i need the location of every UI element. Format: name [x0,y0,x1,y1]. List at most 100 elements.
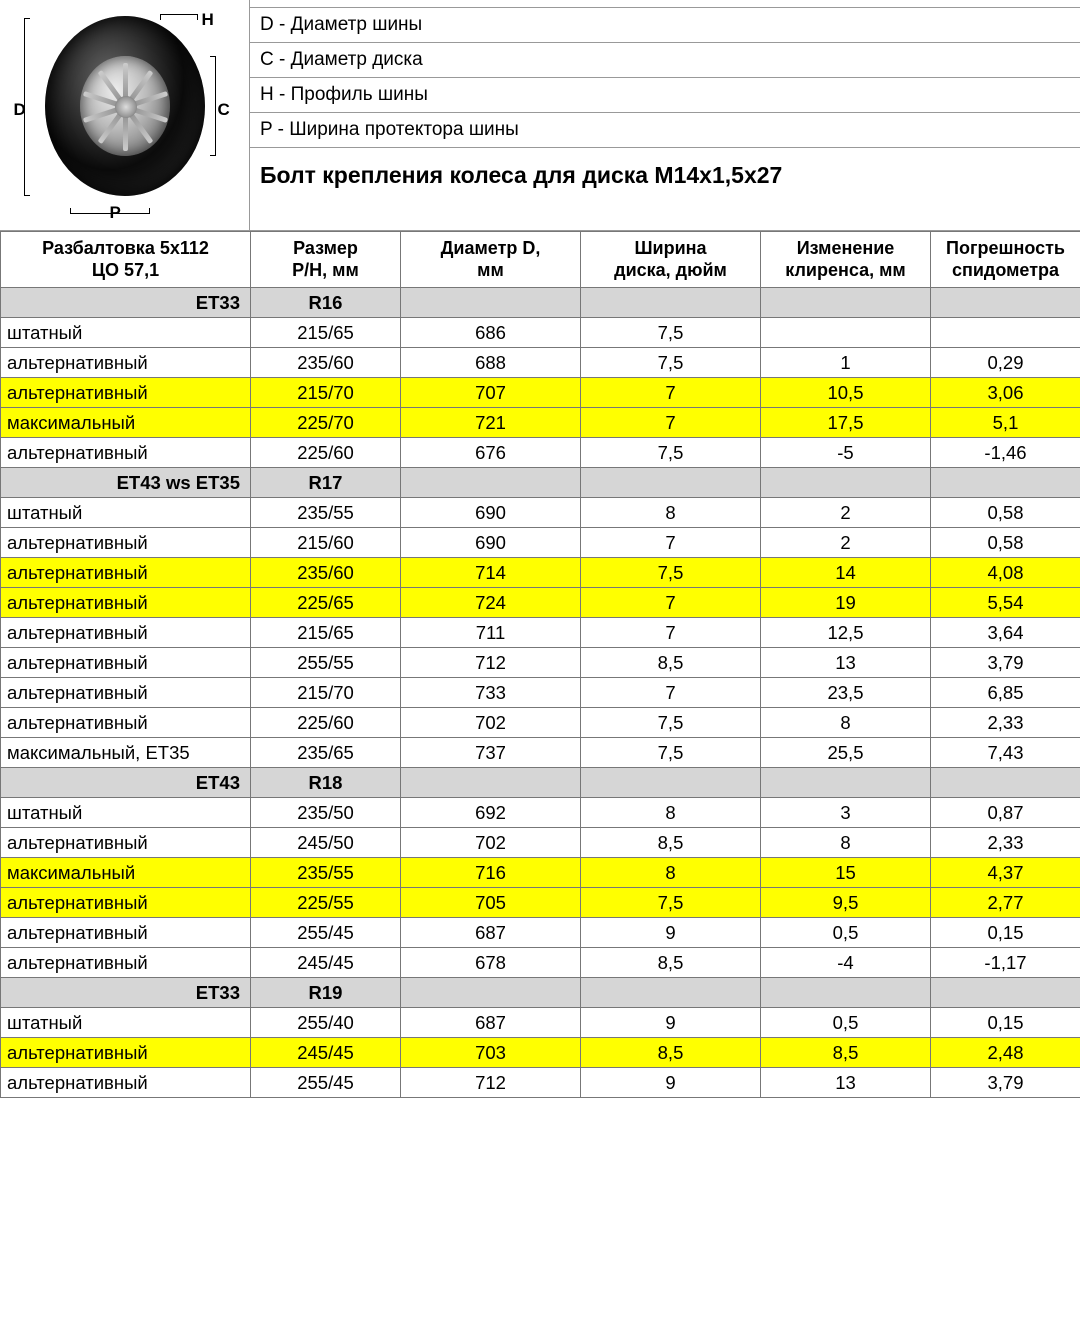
legend-area: D - Диаметр шины C - Диаметр диска H - П… [250,0,1080,230]
cell-clear: 13 [761,648,931,678]
cell-name: альтернативный [1,1068,251,1098]
cell-clear: 23,5 [761,678,931,708]
cell-name: альтернативный [1,378,251,408]
table-row: альтернативный255/457129133,79 [1,1068,1080,1098]
cell-clear: 9,5 [761,888,931,918]
cell-diam: 721 [401,408,581,438]
header-name-l2: ЦО 57,1 [5,260,246,282]
cell-size: 225/60 [251,708,401,738]
table-row: штатный235/50692830,87 [1,798,1080,828]
table-row: альтернативный215/70707710,53,06 [1,378,1080,408]
cell-diam: 712 [401,1068,581,1098]
cell-clear: 8,5 [761,1038,931,1068]
section-empty [581,978,761,1008]
cell-width: 8 [581,858,761,888]
section-empty [581,288,761,318]
cell-speed: 2,33 [931,828,1080,858]
section-empty [931,288,1080,318]
cell-diam: 687 [401,1008,581,1038]
cell-size: 255/45 [251,1068,401,1098]
header-width-l2: диска, дюйм [585,260,756,282]
cell-clear: 25,5 [761,738,931,768]
cell-size: 225/70 [251,408,401,438]
section-empty [401,768,581,798]
header-size-l1: Размер [255,238,396,260]
section-empty [401,978,581,1008]
table-row: максимальный235/557168154,37 [1,858,1080,888]
cell-size: 255/45 [251,918,401,948]
table-row: альтернативный245/507028,582,33 [1,828,1080,858]
header-clear: Изменение клиренса, мм [761,232,931,288]
cell-speed: -1,17 [931,948,1080,978]
header-width: Ширина диска, дюйм [581,232,761,288]
cell-name: альтернативный [1,888,251,918]
cell-width: 8,5 [581,648,761,678]
dim-label-d: D [14,100,26,120]
cell-diam: 688 [401,348,581,378]
cell-clear: 0,5 [761,1008,931,1038]
cell-speed: 3,79 [931,1068,1080,1098]
table-header: Разбалтовка 5x112 ЦО 57,1 Размер P/H, мм… [1,232,1080,288]
section-empty [401,468,581,498]
table-row: альтернативный215/60690720,58 [1,528,1080,558]
table-row: альтернативный215/65711712,53,64 [1,618,1080,648]
cell-diam: 678 [401,948,581,978]
section-header-row: ET33R19 [1,978,1080,1008]
cell-clear: 19 [761,588,931,618]
cell-speed: 5,1 [931,408,1080,438]
cell-clear: 15 [761,858,931,888]
tire-size-table: Разбалтовка 5x112 ЦО 57,1 Размер P/H, мм… [0,231,1080,1098]
cell-size: 235/65 [251,738,401,768]
cell-clear: 0,5 [761,918,931,948]
cell-clear: -5 [761,438,931,468]
cell-diam: 676 [401,438,581,468]
cell-speed: 3,64 [931,618,1080,648]
cell-name: штатный [1,498,251,528]
cell-diam: 724 [401,588,581,618]
section-rim: R18 [251,768,401,798]
table-body: ET33R16штатный215/656867,5альтернативный… [1,288,1080,1098]
cell-name: альтернативный [1,348,251,378]
cell-clear: 12,5 [761,618,931,648]
cell-diam: 733 [401,678,581,708]
section-et: ET33 [1,978,251,1008]
cell-width: 7,5 [581,888,761,918]
cell-speed: 6,85 [931,678,1080,708]
cell-speed: 2,33 [931,708,1080,738]
header-size: Размер P/H, мм [251,232,401,288]
cell-name: альтернативный [1,1038,251,1068]
section-empty [581,768,761,798]
cell-width: 8,5 [581,828,761,858]
section-empty [761,768,931,798]
header-name: Разбалтовка 5x112 ЦО 57,1 [1,232,251,288]
section-rim: R19 [251,978,401,1008]
cell-size: 235/55 [251,498,401,528]
cell-size: 215/65 [251,618,401,648]
cell-clear: 8 [761,828,931,858]
cell-clear: 10,5 [761,378,931,408]
tire-diagram-box: D H C P [0,0,250,230]
header-name-l1: Разбалтовка 5x112 [5,238,246,260]
cell-speed: 3,79 [931,648,1080,678]
cell-size: 235/60 [251,558,401,588]
section-empty [931,768,1080,798]
cell-width: 9 [581,1068,761,1098]
cell-speed: 4,37 [931,858,1080,888]
section-et: ET43 ws ET35 [1,468,251,498]
cell-speed: 2,48 [931,1038,1080,1068]
cell-width: 7 [581,408,761,438]
cell-diam: 707 [401,378,581,408]
section-empty [581,468,761,498]
cell-width: 7,5 [581,558,761,588]
cell-name: альтернативный [1,948,251,978]
cell-speed: 4,08 [931,558,1080,588]
cell-speed: 0,29 [931,348,1080,378]
table-row: альтернативный235/607147,5144,08 [1,558,1080,588]
cell-width: 7,5 [581,438,761,468]
top-section: D H C P D - Диаметр шины C - Диаметр дис… [0,0,1080,231]
cell-clear: 17,5 [761,408,931,438]
cell-size: 215/70 [251,378,401,408]
cell-width: 7,5 [581,318,761,348]
cell-size: 225/55 [251,888,401,918]
table-row: альтернативный245/456788,5-4-1,17 [1,948,1080,978]
